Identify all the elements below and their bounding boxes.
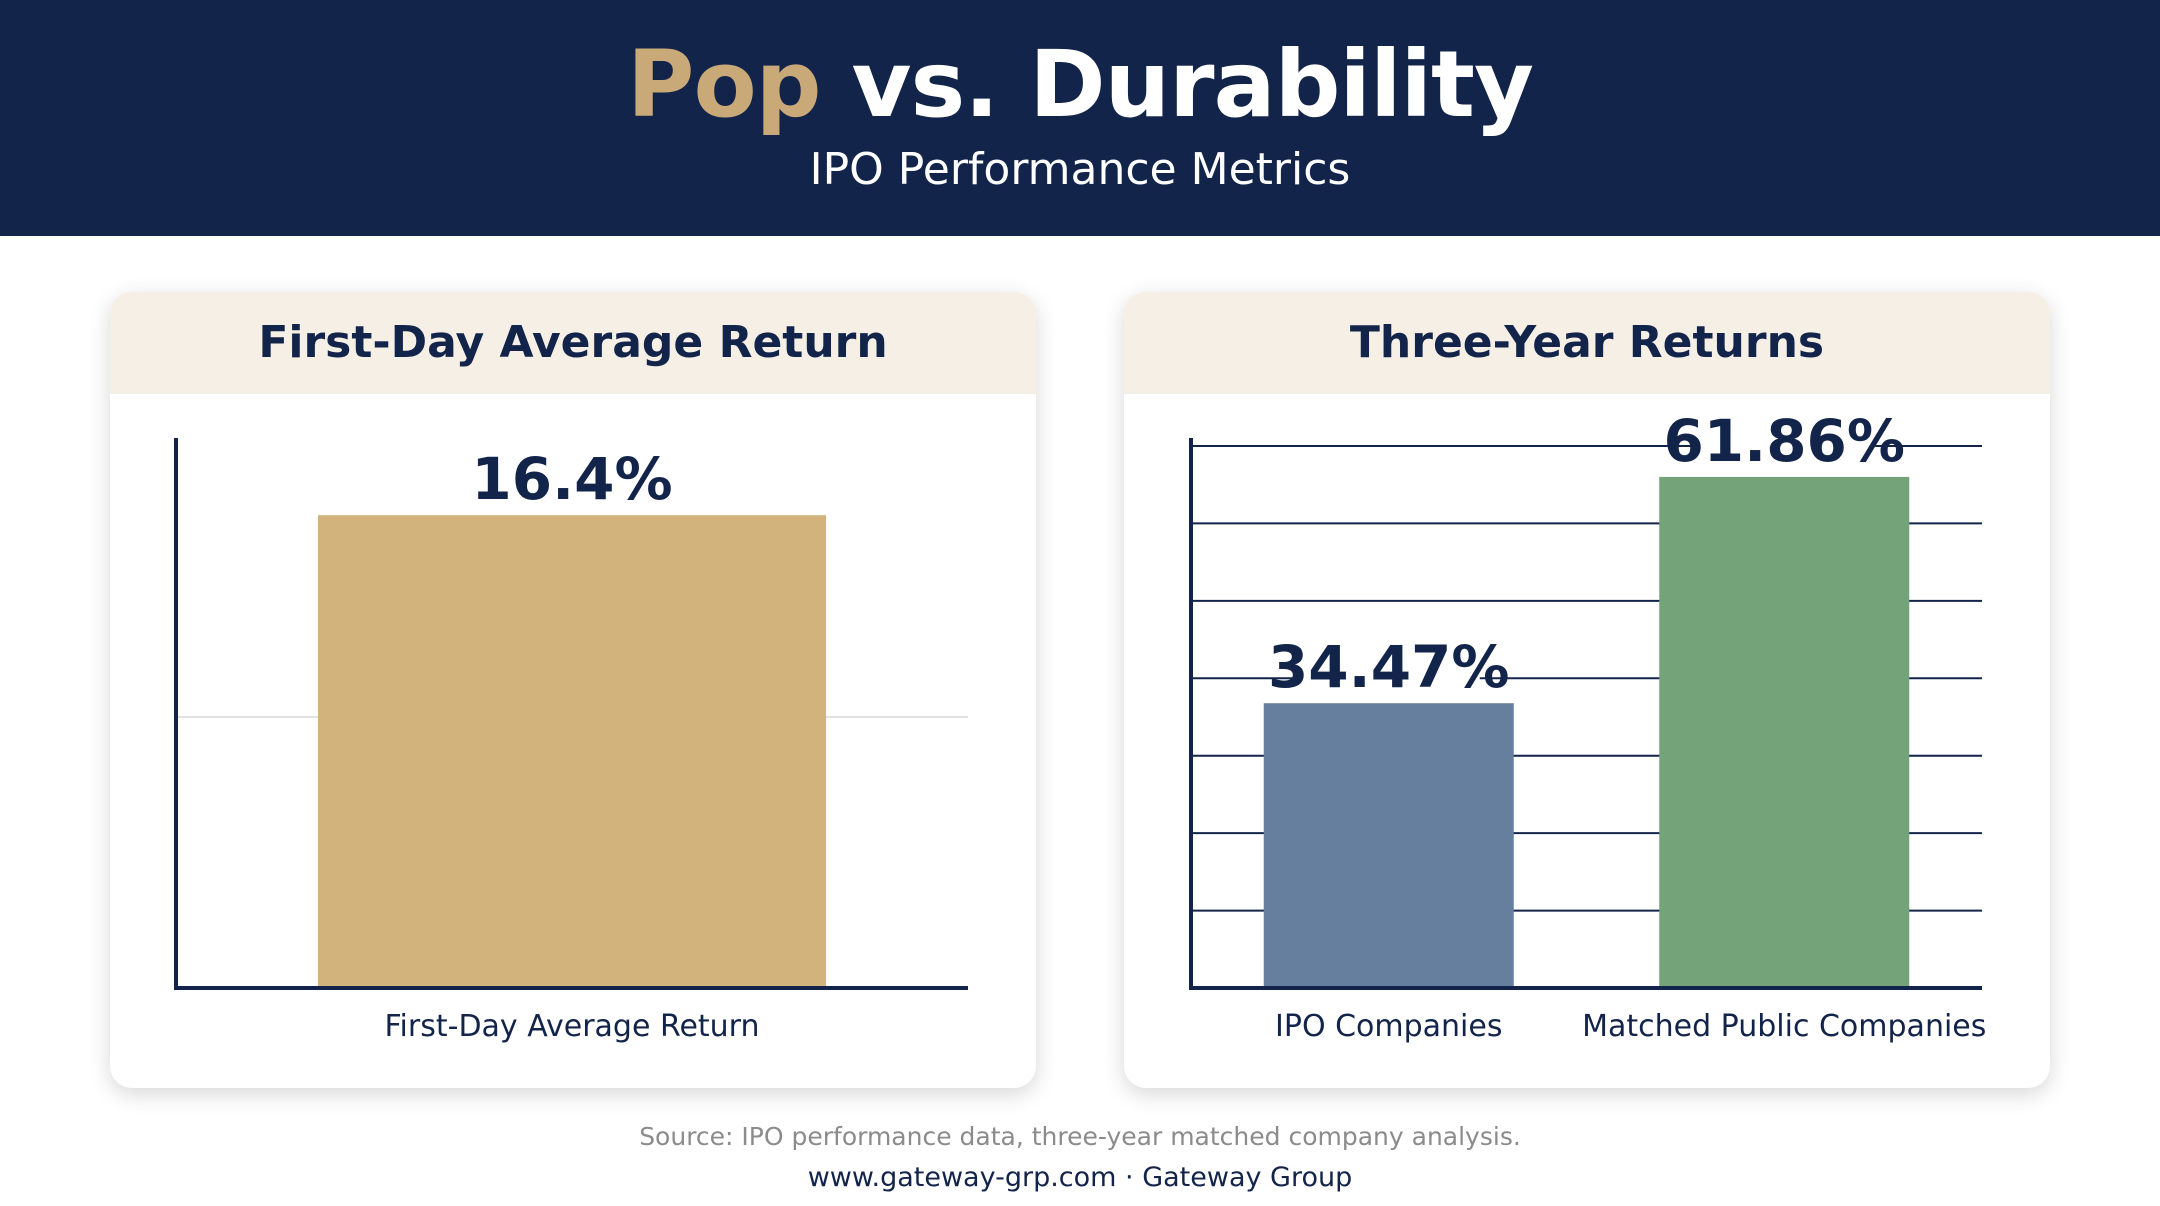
value-label-bg-0 <box>494 443 650 510</box>
bar-1 <box>1659 476 1910 988</box>
three-year-chart: 34.47% IPO Companies 61.86% Matched Public … <box>1189 404 1986 1044</box>
bar-0 <box>1263 703 1514 988</box>
header-banner: Pop vs. Durability IPO Performance Metri… <box>0 0 2160 236</box>
category-label-0: IPO Companies <box>1275 1009 1502 1044</box>
footer-site: www.gateway-grp.com · Gateway Group <box>807 1162 1353 1193</box>
value-label-0: 16.4% <box>471 445 672 513</box>
value-label-0: 34.47% <box>1268 633 1510 701</box>
first-day-card: First-Day Average Return 16.4% First-Day … <box>110 292 1036 1088</box>
bar-0 <box>318 515 826 988</box>
source-note: Source: IPO performance data, three-year… <box>639 1122 1521 1151</box>
title-accent: Pop <box>627 31 821 138</box>
first-day-card-title: First-Day Average Return <box>110 292 1036 394</box>
page-subtitle: IPO Performance Metrics <box>809 144 1351 195</box>
category-label-0: First-Day Average Return <box>384 1009 759 1044</box>
page-title: Pop vs. Durability <box>0 30 2160 140</box>
three-year-card-title: Three-Year Returns <box>1124 292 2050 394</box>
category-label-1: Matched Public Companies <box>1582 1009 1986 1044</box>
value-label-1: 61.86% <box>1663 407 1905 475</box>
three-year-card: Three-Year Returns 34.47% IPO Companies 61… <box>1124 292 2050 1088</box>
value-label-bg-1 <box>1693 404 1876 471</box>
first-day-chart: 16.4% First-Day Average Return <box>174 438 968 1044</box>
value-label-bg-0 <box>1297 631 1480 698</box>
title-rest: vs. Durability <box>820 31 1534 138</box>
